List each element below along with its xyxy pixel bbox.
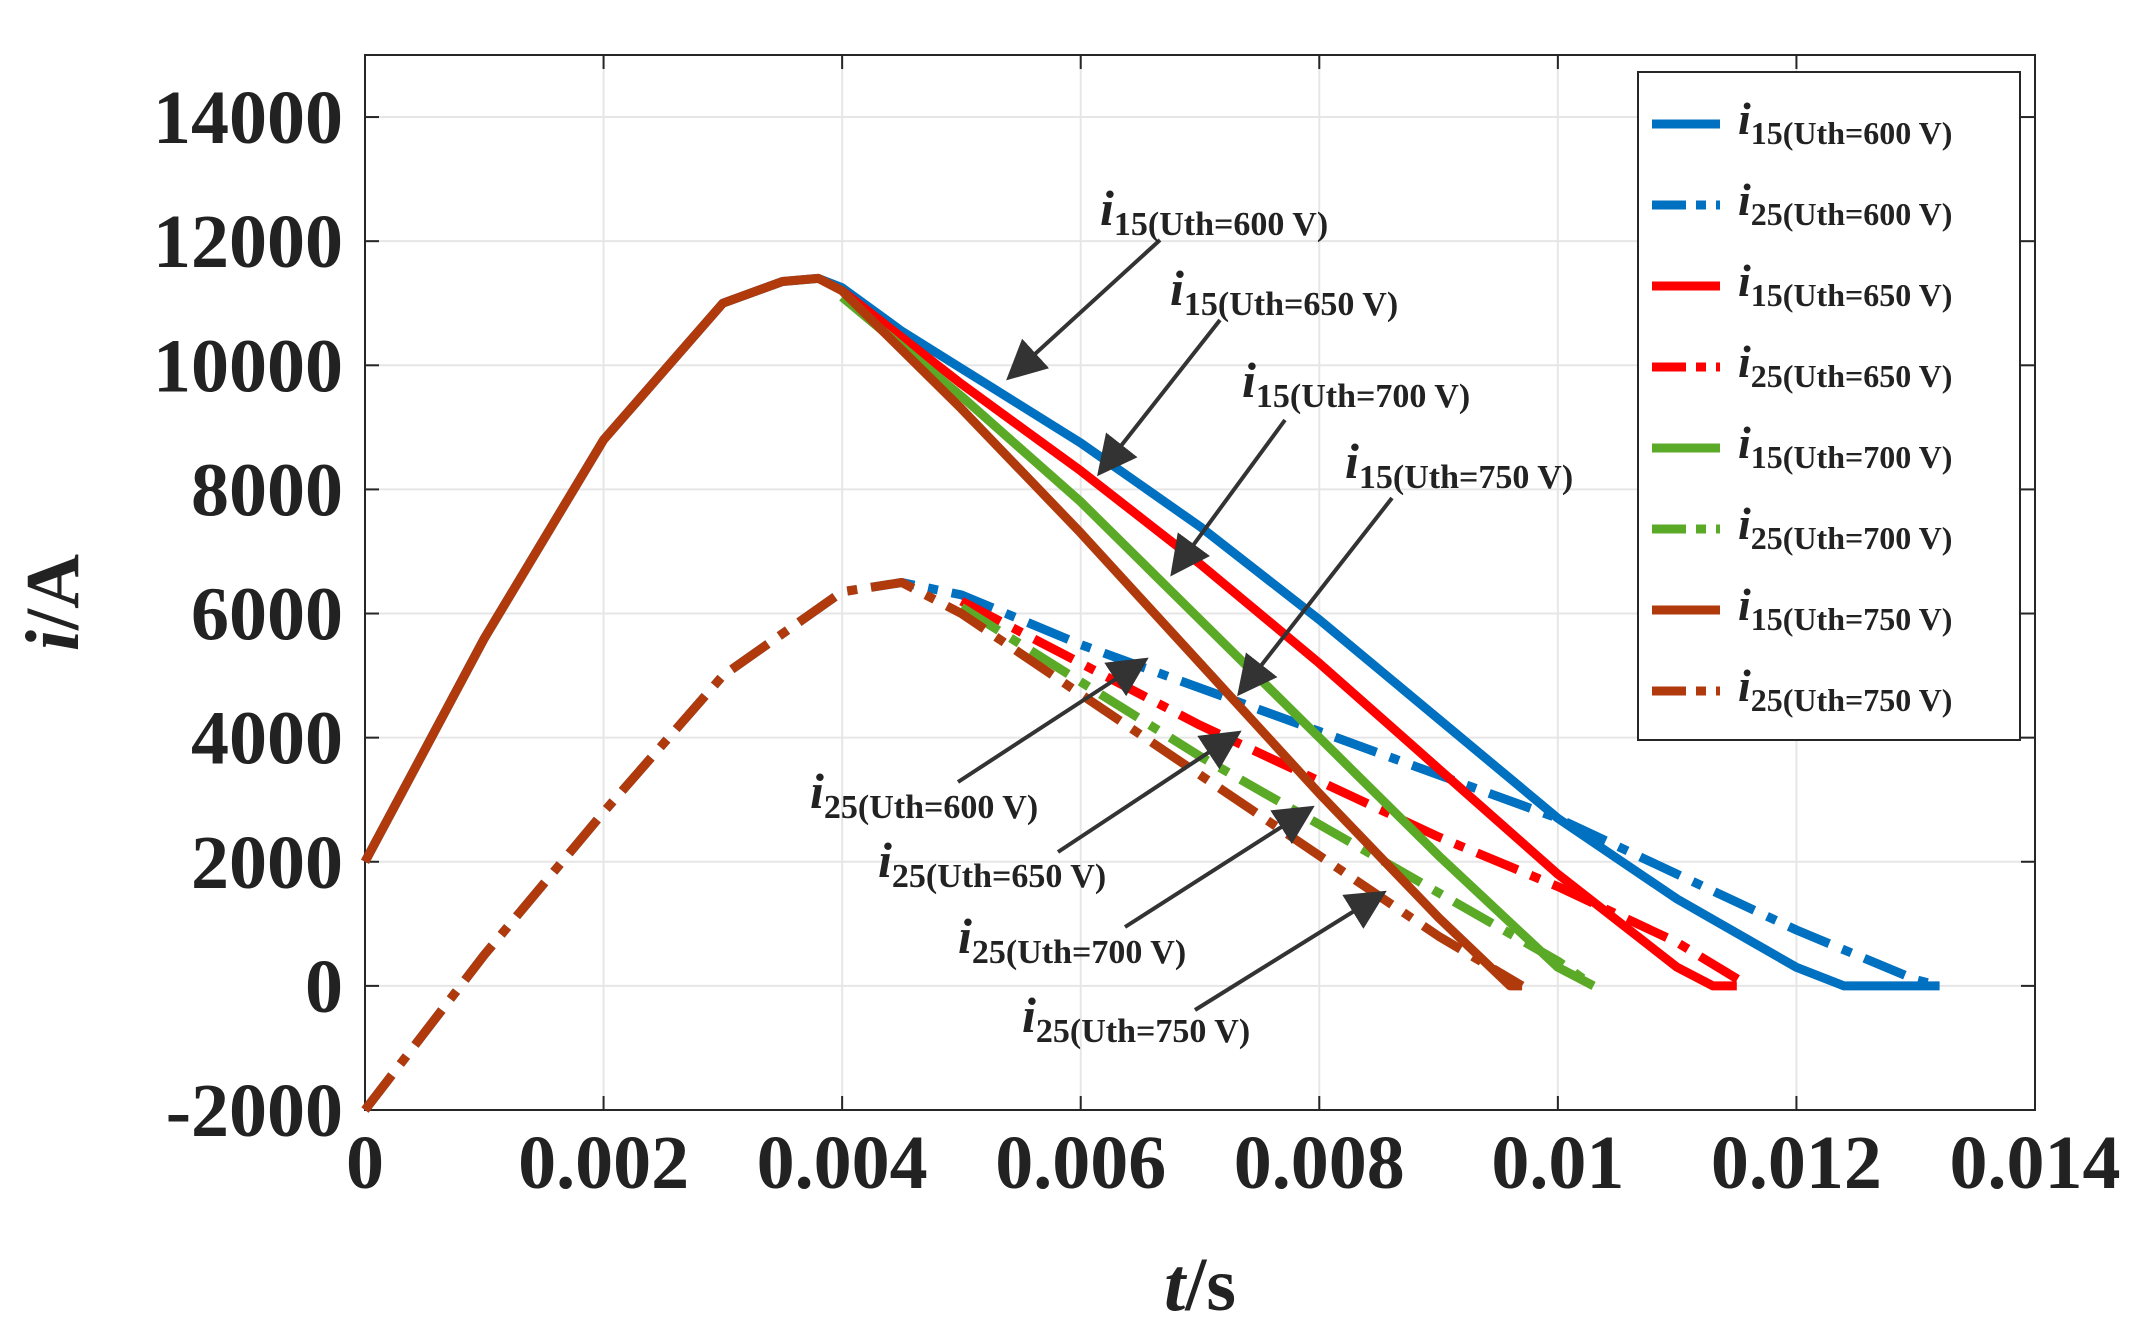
x-tick-label: 0.012 [1711,1121,1882,1205]
annotation-arrow [1056,730,1242,854]
legend-entry-label: i25(Uth=700 V) [1738,498,1952,556]
annotation-arrow [1006,238,1162,381]
axis-labels: t/s i/A [11,554,1236,1327]
y-axis-label: i/A [11,554,95,651]
x-tick-label: 0.006 [995,1121,1166,1205]
series-line-i15-uth-650-v [839,287,1737,991]
y-tick-label: 12000 [153,200,343,284]
annotation-arrow [1097,318,1222,477]
legend-entry-label: i25(Uth=650 V) [1738,336,1952,394]
y-tick-label: 8000 [191,448,343,532]
y-tick-label: 2000 [191,821,343,905]
annotation-label: i15(Uth=600 V) [1100,180,1328,243]
series-line-i25-uth-750-v [361,578,1525,1113]
x-tick-label: 0.01 [1491,1121,1624,1205]
legend-entry-label: i25(Uth=750 V) [1738,660,1952,718]
x-tick-label: 0.014 [1950,1121,2121,1205]
x-tick-label: 0.002 [518,1121,689,1205]
series-line-i15-uth-750-v [361,273,1523,991]
annotation-arrow [1237,496,1394,697]
x-tick-label: 0.008 [1234,1121,1405,1205]
series-line-i25-uth-700-v [959,603,1597,990]
x-axis-label: t/s [1164,1243,1236,1327]
legend-box [1637,71,2021,741]
annotation-arrow [1193,890,1387,1012]
x-tick-label: 0 [346,1121,384,1205]
annotation-label: i25(Uth=750 V) [1022,987,1250,1050]
annotation-label: i15(Uth=750 V) [1345,433,1573,496]
annotation-arrow [1170,418,1287,577]
legend-entry-label: i15(Uth=650 V) [1738,255,1952,313]
y-tick-label: 6000 [191,573,343,657]
y-tick-label: 10000 [153,324,343,408]
x-tick-label: 0.004 [757,1121,928,1205]
axis-ticks: 0 0.002 0.004 0.006 0.008 0.01 0.012 0.014 -2000… [153,55,2121,1205]
annotations: i15(Uth=600 V) i15(Uth=650 V) i15(Uth=700 … [810,180,1573,1050]
annotation-label: i25(Uth=700 V) [958,908,1186,971]
legend-entry-label: i25(Uth=600 V) [1738,174,1952,232]
legend-entry-label: i15(Uth=700 V) [1738,417,1952,475]
annotation-label: i25(Uth=650 V) [878,832,1106,895]
legend-entry-label: i15(Uth=600 V) [1738,93,1952,151]
y-tick-label: -2000 [166,1069,343,1153]
legend-entry-label: i15(Uth=750 V) [1738,579,1952,637]
annotation-label: i15(Uth=700 V) [1242,352,1470,415]
legend: i15(Uth=600 V) i25(Uth=600 V) i15(Uth=650 … [1637,71,2021,741]
annotation-label: i25(Uth=600 V) [810,763,1038,826]
annotation-arrow [1123,805,1315,929]
y-tick-label: 14000 [153,76,343,160]
y-tick-label: 0 [305,945,343,1029]
series-line-i25-uth-650-v [959,597,1752,990]
annotation-label: i15(Uth=650 V) [1170,260,1398,323]
plot-area-frame [364,54,2036,1111]
y-tick-label: 4000 [191,697,343,781]
annotation-arrow [956,657,1149,784]
